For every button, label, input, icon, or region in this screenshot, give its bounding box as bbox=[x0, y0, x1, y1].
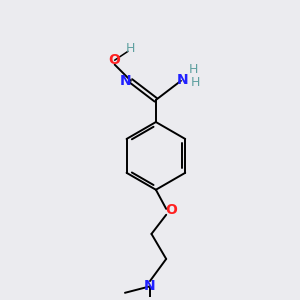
Text: N: N bbox=[120, 74, 132, 88]
Text: O: O bbox=[166, 203, 177, 218]
Text: N: N bbox=[144, 279, 156, 293]
Text: H: H bbox=[126, 42, 136, 55]
Text: H: H bbox=[189, 63, 198, 76]
Text: N: N bbox=[177, 73, 188, 87]
Text: O: O bbox=[109, 53, 121, 67]
Text: H: H bbox=[191, 76, 200, 89]
